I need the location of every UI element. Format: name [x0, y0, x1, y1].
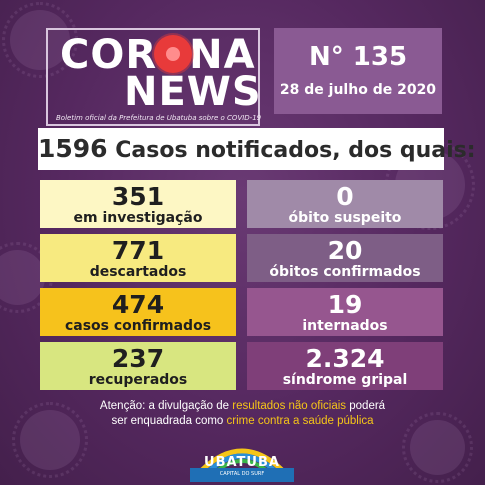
warning-text: Atenção: a divulgação de [99, 400, 233, 412]
logo-corona-word: COR NA [60, 32, 256, 78]
edition-number: N° 135 [308, 42, 408, 72]
virus-decoration-icon [11, 401, 89, 479]
stat-value: 351 [111, 182, 165, 211]
ubatuba-name: UBATUBA [204, 455, 280, 470]
stat-label: óbito suspeito [288, 210, 402, 226]
stat-value: 2.324 [305, 344, 385, 373]
virus-decoration-icon [402, 412, 473, 483]
stat-label: em investigação [73, 210, 203, 226]
stat-card-sindrome-gripal: 2.324 síndrome gripal [247, 342, 443, 390]
total-cases-headline: 1596 Casos notificados, dos quais: [38, 128, 476, 170]
warning-text: poderá [346, 400, 386, 412]
stat-card-obitos-confirmados: 20 óbitos confirmados [247, 234, 443, 282]
edition-box: N° 135 28 de julho de 2020 [274, 28, 442, 114]
warning-text: ser enquadrada como [111, 415, 227, 427]
ubatuba-tagline: CAPITAL DO SURF [219, 471, 265, 477]
warning-highlight: resultados não oficiais [232, 400, 347, 412]
stat-card-internados: 19 internados [247, 288, 443, 336]
stat-value: 0 [336, 182, 354, 211]
virus-logo-icon [157, 38, 190, 70]
stat-value: 474 [111, 290, 165, 319]
logo-news-word: NEWS [124, 69, 262, 115]
corona-news-logo-frame [46, 28, 260, 126]
stat-label: síndrome gripal [282, 372, 408, 388]
stat-card-confirmados: 474 casos confirmados [40, 288, 236, 336]
ubatuba-logo: UBATUBA CAPITAL DO SURF [182, 438, 302, 485]
stat-label: descartados [89, 264, 187, 280]
warning-highlight: crime contra a saúde pública [226, 415, 374, 427]
virus-decoration-icon [1, 1, 79, 79]
stat-value: 237 [111, 344, 165, 373]
edition-date: 28 de julho de 2020 [279, 82, 437, 98]
logo-subtitle: Boletim oficial da Prefeitura de Ubatuba… [56, 114, 262, 122]
stat-card-investigacao: 351 em investigação [40, 180, 236, 228]
stat-label: óbitos confirmados [269, 264, 421, 280]
warning-notice: Atenção: a divulgação de resultados não … [20, 399, 465, 429]
stat-label: recuperados [88, 372, 188, 388]
stat-value: 20 [327, 236, 363, 265]
stat-label: internados [302, 318, 388, 334]
virus-decoration-icon [0, 242, 53, 313]
total-cases-text: Casos notificados, dos quais: [107, 138, 476, 163]
stat-card-recuperados: 237 recuperados [40, 342, 236, 390]
stat-card-descartados: 771 descartados [40, 234, 236, 282]
total-cases-number: 1596 [38, 134, 108, 163]
ubatuba-emblem-icon [190, 448, 294, 482]
stat-card-obito-suspeito: 0 óbito suspeito [247, 180, 443, 228]
stat-value: 19 [327, 290, 363, 319]
stat-label: casos confirmados [64, 318, 212, 334]
stat-value: 771 [111, 236, 165, 265]
